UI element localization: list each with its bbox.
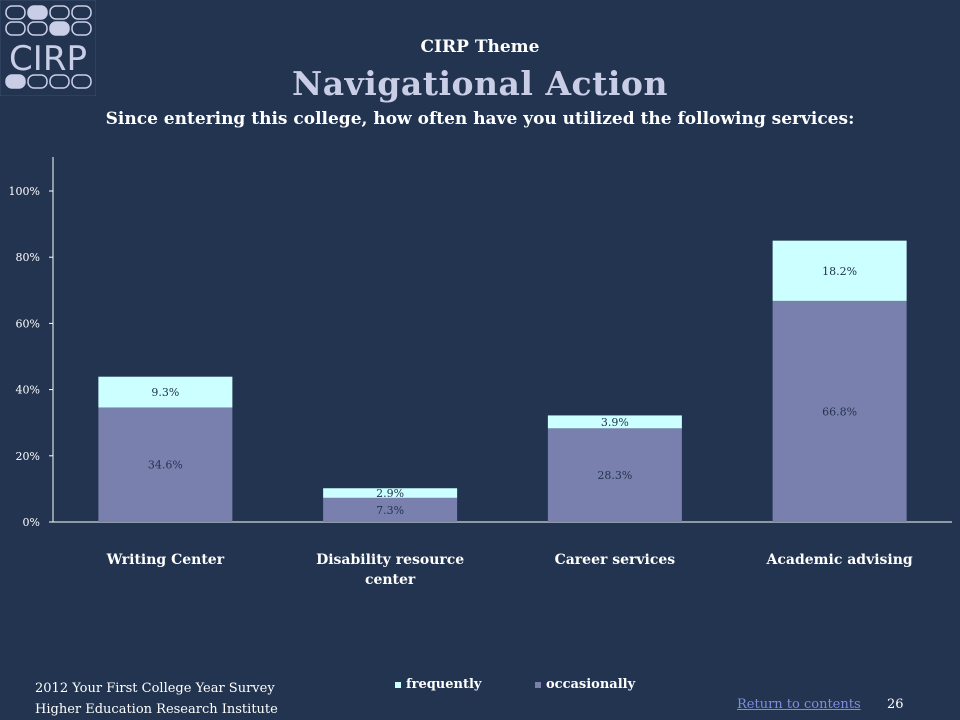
- svg-text:CIRP: CIRP: [9, 39, 87, 79]
- category-label: Academic advising: [755, 550, 925, 570]
- category-label-line: Writing Center: [106, 552, 225, 568]
- data-label-frequently: 2.9%: [376, 487, 404, 500]
- footer-survey-name: 2012 Your First College Year Survey: [35, 681, 275, 696]
- category-label-line: Academic advising: [766, 552, 913, 568]
- bar-occasionally: [98, 407, 233, 522]
- category-label-line: Career services: [554, 552, 676, 568]
- bar-occasionally: [323, 497, 458, 522]
- footer-institute: Higher Education Research Institute: [35, 702, 278, 717]
- y-tick-label: 100%: [9, 185, 40, 198]
- category-label: Career services: [530, 550, 700, 570]
- page-number: 26: [887, 697, 904, 712]
- legend-swatch-occasionally: [535, 681, 541, 688]
- y-tick-label: 80%: [16, 251, 40, 264]
- bar-frequently: [547, 415, 682, 429]
- footer-source: 2012 Your First College Year Survey High…: [35, 678, 278, 720]
- bar-occasionally: [547, 428, 682, 522]
- data-label-frequently: 18.2%: [822, 265, 857, 278]
- category-label-line: center: [364, 572, 416, 588]
- bar-frequently: [323, 488, 458, 498]
- data-label-frequently: 9.3%: [151, 386, 179, 399]
- data-label-occasionally: 7.3%: [376, 504, 404, 517]
- bar-frequently: [772, 240, 907, 301]
- y-tick-label: 0%: [23, 516, 40, 529]
- theme-label: CIRP Theme: [420, 37, 540, 57]
- data-label-occasionally: 66.8%: [822, 405, 857, 418]
- slide-title: Navigational Action: [292, 64, 668, 103]
- data-label-occasionally: 34.6%: [148, 459, 183, 472]
- data-label-frequently: 3.9%: [601, 416, 629, 429]
- bar-occasionally: [772, 300, 907, 522]
- y-tick-label: 40%: [16, 384, 40, 397]
- return-to-contents-link[interactable]: Return to contents: [737, 697, 861, 712]
- stacked-bar-chart: 0% 20% 40% 60% 80% 100% 34.6% 9.3% 7.3% 2.9% 28.3%…: [9, 157, 952, 529]
- bar-frequently: [98, 376, 233, 408]
- legend-swatch-frequently: [395, 681, 401, 688]
- legend-item-occasionally: occasionally: [535, 677, 635, 692]
- y-tick-label: 20%: [16, 450, 40, 463]
- data-label-occasionally: 28.3%: [597, 469, 632, 482]
- survey-question: Since entering this college, how often h…: [105, 109, 855, 129]
- y-tick-label: 60%: [16, 317, 40, 330]
- category-label: Writing Center: [80, 550, 250, 570]
- legend-item-frequently: frequently: [395, 677, 481, 692]
- category-label-line: Disability resource: [316, 552, 465, 568]
- cirp-logo: CIRP: [0, 0, 96, 96]
- category-label: Disability resource center: [305, 550, 475, 590]
